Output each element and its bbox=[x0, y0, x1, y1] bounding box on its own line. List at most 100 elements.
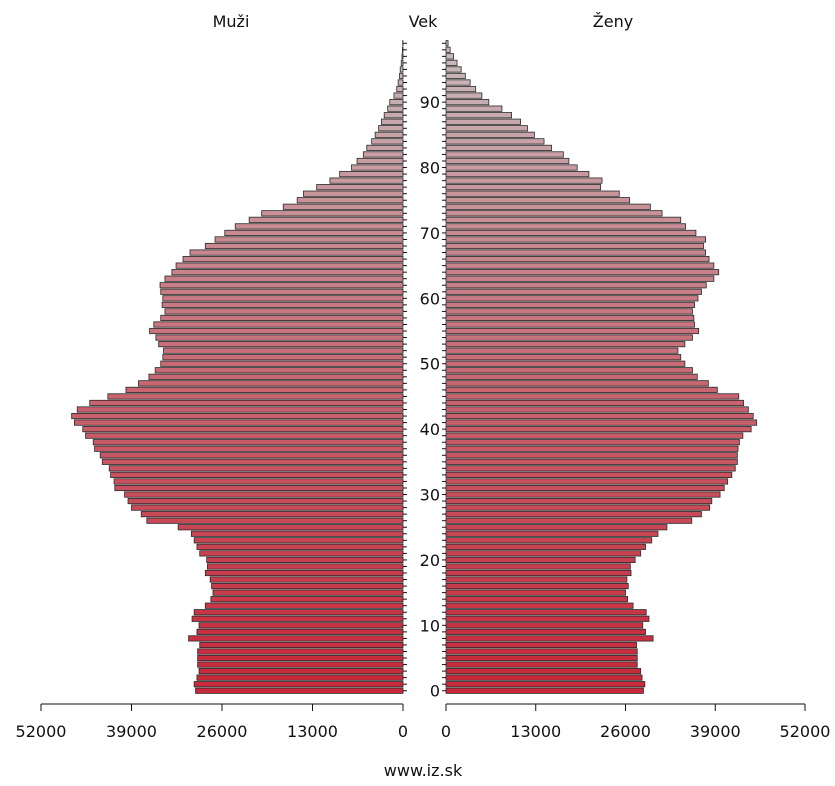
female-bar-age-90 bbox=[446, 99, 489, 104]
female-bar-age-58 bbox=[446, 309, 692, 314]
female-bar-age-34 bbox=[446, 466, 735, 471]
male-bar-age-29 bbox=[128, 498, 403, 503]
male-bar-age-25 bbox=[178, 525, 403, 530]
male-bar-age-64 bbox=[172, 269, 403, 274]
female-bar-age-75 bbox=[446, 198, 630, 203]
male-bar-age-74 bbox=[283, 204, 403, 209]
female-bar-age-7 bbox=[446, 642, 637, 647]
female-bar-age-62 bbox=[446, 283, 706, 288]
female-bar-age-10 bbox=[446, 623, 643, 628]
male-bar-age-41 bbox=[74, 420, 403, 425]
age-label-10: 10 bbox=[420, 616, 440, 635]
male-bar-age-34 bbox=[109, 466, 403, 471]
male-bar-age-33 bbox=[111, 472, 403, 477]
male-bar-age-4 bbox=[198, 662, 403, 667]
female-bar-age-71 bbox=[446, 224, 686, 229]
female-bar-age-36 bbox=[446, 453, 737, 458]
female-bar-age-81 bbox=[446, 158, 569, 163]
female-bar-age-57 bbox=[446, 315, 694, 320]
male-bar-age-81 bbox=[357, 158, 403, 163]
male-bar-age-71 bbox=[235, 224, 403, 229]
male-bar-age-78 bbox=[330, 178, 403, 183]
male-bar-age-89 bbox=[388, 106, 403, 111]
male-x-tick-label-13000: 13000 bbox=[287, 722, 338, 741]
male-x-tick-label-26000: 26000 bbox=[197, 722, 248, 741]
male-bar-age-92 bbox=[397, 86, 403, 91]
female-bar-age-9 bbox=[446, 629, 646, 634]
female-bar-age-85 bbox=[446, 132, 534, 137]
female-bar-age-26 bbox=[446, 518, 692, 523]
female-x-tick-label-0: 0 bbox=[441, 722, 451, 741]
female-bar-age-78 bbox=[446, 178, 602, 183]
female-bar-age-89 bbox=[446, 106, 502, 111]
male-bar-age-90 bbox=[390, 99, 403, 104]
male-bar-age-11 bbox=[192, 616, 403, 621]
female-bars bbox=[446, 41, 757, 694]
female-bar-age-25 bbox=[446, 525, 667, 530]
male-bar-age-9 bbox=[197, 629, 403, 634]
age-label-40: 40 bbox=[420, 420, 440, 439]
female-bar-age-5 bbox=[446, 655, 637, 660]
male-bar-age-73 bbox=[262, 211, 403, 216]
female-bar-age-61 bbox=[446, 289, 701, 294]
male-bar-age-48 bbox=[149, 374, 403, 379]
male-bar-age-47 bbox=[138, 381, 403, 386]
female-bar-age-83 bbox=[446, 145, 552, 150]
female-bar-age-44 bbox=[446, 400, 744, 405]
male-bar-age-5 bbox=[198, 655, 403, 660]
female-bar-age-20 bbox=[446, 557, 635, 562]
male-bar-age-49 bbox=[155, 368, 403, 373]
male-bar-age-0 bbox=[196, 688, 403, 693]
female-bar-age-64 bbox=[446, 269, 719, 274]
female-bar-age-19 bbox=[446, 564, 630, 569]
male-bar-age-86 bbox=[379, 126, 403, 131]
male-bar-age-43 bbox=[77, 407, 403, 412]
male-bar-age-62 bbox=[160, 283, 403, 288]
female-bar-age-77 bbox=[446, 184, 601, 189]
male-bar-age-2 bbox=[197, 675, 403, 680]
male-bar-age-95 bbox=[400, 67, 403, 72]
female-bar-age-21 bbox=[446, 551, 641, 556]
female-bar-age-15 bbox=[446, 590, 626, 595]
male-bar-age-84 bbox=[372, 139, 403, 144]
female-bar-age-48 bbox=[446, 374, 697, 379]
female-bar-age-84 bbox=[446, 139, 544, 144]
male-bar-age-22 bbox=[197, 544, 403, 549]
male-bar-age-98 bbox=[402, 47, 403, 52]
female-bar-age-43 bbox=[446, 407, 748, 412]
male-bar-age-36 bbox=[100, 453, 403, 458]
female-bar-age-27 bbox=[446, 511, 701, 516]
male-bar-age-80 bbox=[351, 165, 403, 170]
female-bar-age-79 bbox=[446, 171, 589, 176]
male-bar-age-50 bbox=[161, 361, 403, 366]
male-bar-age-66 bbox=[183, 256, 403, 261]
female-bar-age-0 bbox=[446, 688, 643, 693]
age-label-0: 0 bbox=[430, 682, 440, 701]
footer-source: www.iz.sk bbox=[384, 761, 463, 780]
male-bar-age-61 bbox=[161, 289, 403, 294]
female-bar-age-23 bbox=[446, 538, 652, 543]
male-bar-age-30 bbox=[125, 492, 403, 497]
male-bar-age-27 bbox=[141, 511, 403, 516]
female-bar-age-50 bbox=[446, 361, 685, 366]
female-bar-age-73 bbox=[446, 211, 662, 216]
male-bar-age-16 bbox=[212, 583, 403, 588]
female-bar-age-17 bbox=[446, 577, 627, 582]
male-bar-age-39 bbox=[86, 433, 403, 438]
male-bar-age-63 bbox=[165, 276, 403, 281]
female-bar-age-39 bbox=[446, 433, 743, 438]
age-label-60: 60 bbox=[420, 289, 440, 308]
female-bar-age-28 bbox=[446, 505, 710, 510]
female-bar-age-35 bbox=[446, 459, 737, 464]
female-bar-age-29 bbox=[446, 498, 712, 503]
male-bar-age-70 bbox=[225, 230, 403, 235]
male-bar-age-37 bbox=[95, 446, 403, 451]
male-bar-age-77 bbox=[317, 184, 403, 189]
female-bar-age-76 bbox=[446, 191, 619, 196]
male-bar-age-67 bbox=[190, 250, 403, 255]
male-bar-age-68 bbox=[205, 243, 403, 248]
female-bar-age-12 bbox=[446, 610, 646, 615]
female-bar-age-63 bbox=[446, 276, 714, 281]
male-bar-age-21 bbox=[200, 551, 403, 556]
female-bar-age-60 bbox=[446, 296, 698, 301]
